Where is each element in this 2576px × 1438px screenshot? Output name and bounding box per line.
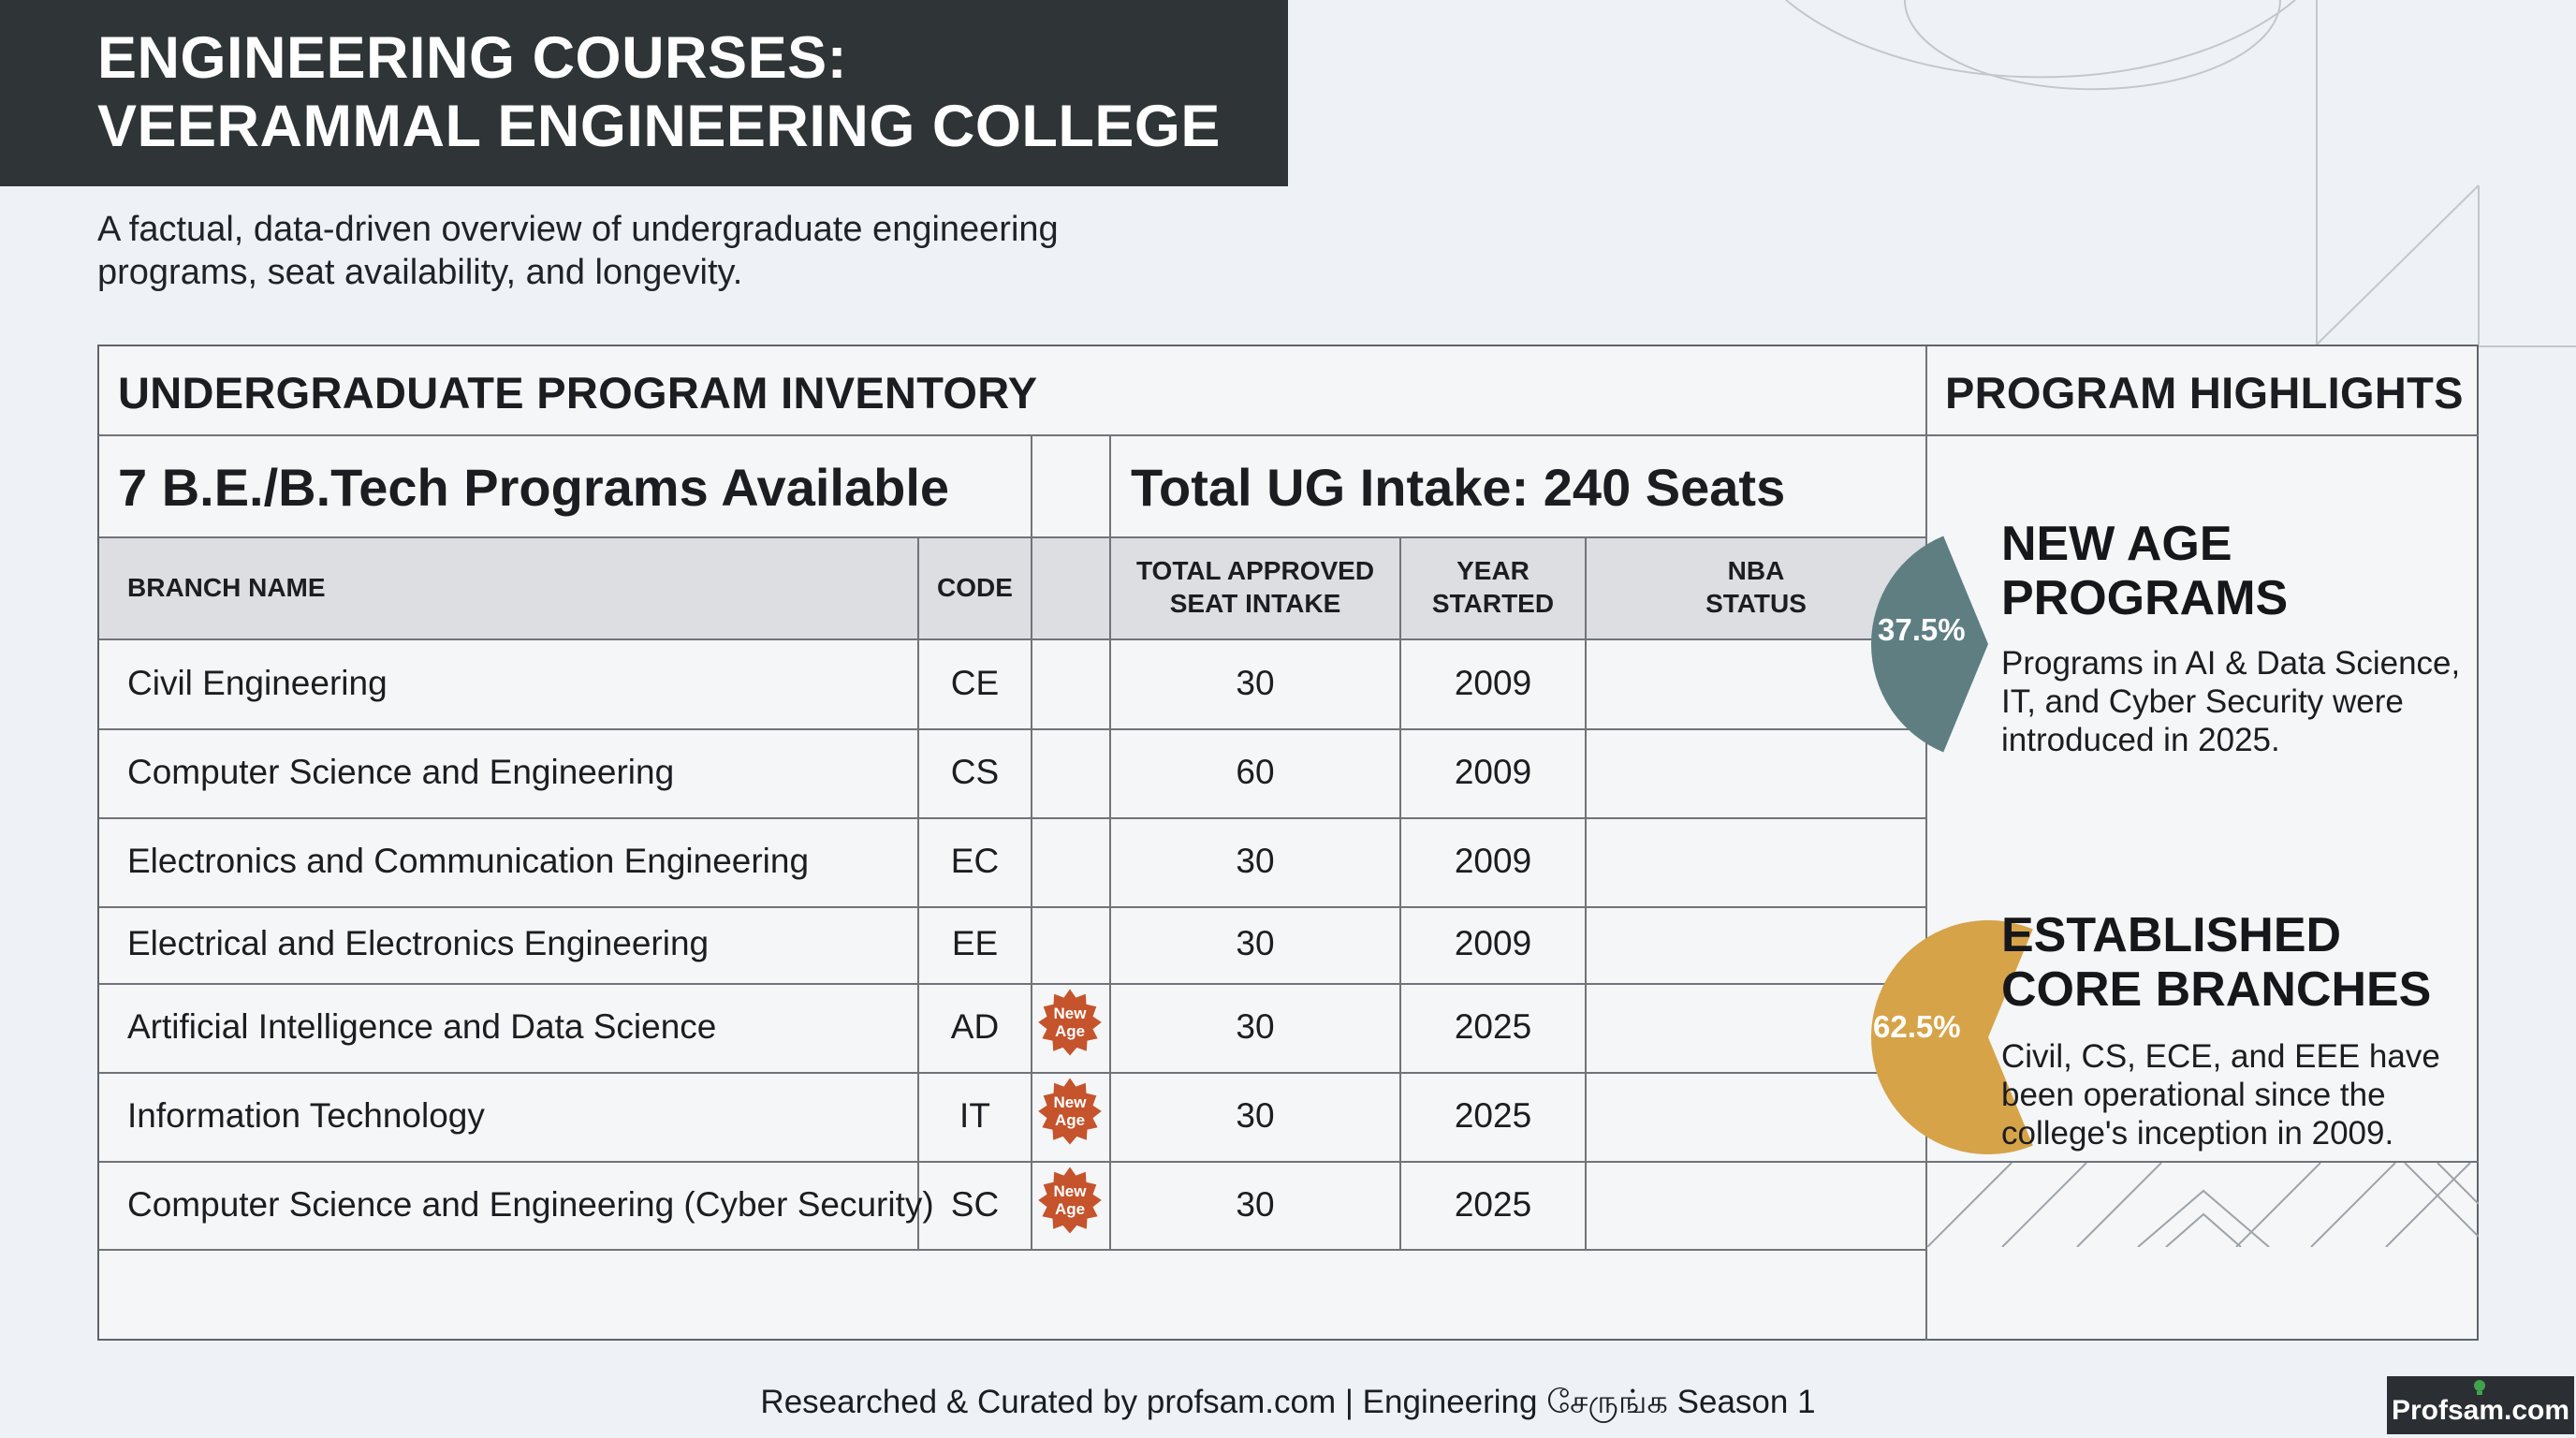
table-cell-intake: 60	[1236, 753, 1275, 791]
table-cell-branch: Computer Science and Engineering	[127, 753, 675, 791]
table-cell-year: 2025	[1454, 1096, 1532, 1135]
programs-available-stat: 7 B.E./B.Tech Programs Available	[118, 458, 950, 517]
table-cell-intake: 30	[1236, 1007, 1275, 1046]
table-cell-year: 2009	[1454, 924, 1532, 962]
starburst-icon	[1038, 1167, 1102, 1234]
footer-credit: Researched & Curated by profsam.com | En…	[760, 1384, 1816, 1420]
highlights-heading: PROGRAM HIGHLIGHTS	[1945, 368, 2464, 418]
table-cell-branch: Electrical and Electronics Engineering	[127, 924, 710, 962]
column-header-intake: TOTAL APPROVED SEAT INTAKE	[1135, 556, 1375, 618]
divider	[99, 983, 1926, 985]
column-header-year: YEAR STARTED	[1431, 556, 1555, 618]
new-age-description: Programs in AI & Data Science, IT, and C…	[2001, 645, 2461, 758]
table-cell-intake: 30	[1236, 842, 1275, 880]
divider	[1399, 536, 1401, 1249]
starburst-icon	[1038, 1078, 1102, 1145]
divider	[1031, 434, 1032, 1249]
starburst-icon	[1038, 989, 1102, 1056]
inventory-heading: UNDERGRADUATE PROGRAM INVENTORY	[118, 368, 1038, 418]
logo-text: Profsam.com	[2391, 1395, 2570, 1426]
title-banner: ENGINEERING COURSES: VEERAMMAL ENGINEERI…	[0, 0, 1288, 186]
bulb-icon	[2474, 1380, 2485, 1395]
table-cell-branch: Information Technology	[127, 1096, 485, 1135]
page-subtitle: A factual, data-driven overview of under…	[97, 208, 1202, 294]
divider	[99, 1249, 1926, 1251]
divider	[917, 536, 919, 1249]
table-cell-year: 2009	[1454, 842, 1532, 880]
divider	[1109, 434, 1111, 1249]
divider	[99, 817, 1926, 819]
badge-label: New Age	[1053, 1182, 1087, 1218]
divider	[1585, 536, 1587, 1249]
table-cell-intake: 30	[1236, 1096, 1275, 1135]
table-cell-year: 2009	[1454, 753, 1532, 791]
table-cell-code: CS	[950, 753, 1000, 791]
divider	[99, 434, 2479, 436]
table-cell-branch: Artificial Intelligence and Data Science	[127, 1007, 717, 1046]
established-description: Civil, CS, ECE, and EEE have been operat…	[2001, 1038, 2440, 1152]
table-header-band	[99, 537, 1926, 638]
new-age-share-arc	[1870, 536, 1988, 753]
table-cell-year: 2025	[1454, 1007, 1532, 1046]
badge-label: New Age	[1053, 1005, 1087, 1040]
total-intake-stat: Total UG Intake: 240 Seats	[1131, 458, 1786, 517]
table-cell-branch: Electronics and Communication Engineerin…	[127, 842, 810, 880]
table-cell-branch: Computer Science and Engineering (Cyber …	[127, 1185, 934, 1224]
divider	[99, 638, 1926, 640]
table-cell-intake: 30	[1236, 1185, 1275, 1224]
table-cell-code: CE	[950, 664, 1000, 702]
established-percent: 62.5%	[1873, 1009, 1961, 1044]
new-age-title: NEW AGE PROGRAMS	[2001, 517, 2289, 625]
subtitle-line-1: A factual, data-driven overview of under…	[97, 210, 1059, 249]
divider	[99, 1161, 2479, 1163]
divider	[99, 1072, 1926, 1074]
divider	[99, 906, 1926, 908]
column-header-branch: BRANCH NAME	[127, 573, 326, 602]
divider	[99, 536, 1926, 538]
established-share-arc	[1871, 920, 2033, 1154]
new-age-badge: New Age	[1032, 984, 1108, 1061]
page-title-line-2: VEERAMMAL ENGINEERING COLLEGE	[97, 94, 1221, 159]
table-cell-intake: 30	[1236, 924, 1275, 962]
new-age-badge: New Age	[1032, 1162, 1108, 1239]
table-cell-intake: 30	[1236, 664, 1275, 702]
table-cell-year: 2025	[1454, 1185, 1532, 1224]
divider	[99, 728, 1926, 730]
table-cell-code: EC	[950, 842, 1000, 880]
table-cell-code: EE	[951, 924, 999, 962]
program-panel: UNDERGRADUATE PROGRAM INVENTORY PROGRAM …	[97, 345, 2479, 1341]
column-header-code: CODE	[937, 573, 1013, 602]
divider	[1925, 346, 1927, 1341]
subtitle-line-2: programs, seat availability, and longevi…	[97, 253, 743, 292]
page-title-line-1: ENGINEERING COURSES:	[97, 25, 848, 91]
column-header-nba: NBA STATUS	[1705, 556, 1807, 618]
table-cell-code: IT	[959, 1096, 990, 1135]
badge-label: New Age	[1053, 1093, 1087, 1129]
profsam-logo: Profsam.com	[2387, 1376, 2574, 1434]
new-age-badge: New Age	[1032, 1073, 1108, 1150]
table-cell-year: 2009	[1454, 664, 1532, 702]
table-cell-code: SC	[950, 1185, 1000, 1224]
table-cell-branch: Civil Engineering	[127, 664, 388, 702]
table-cell-code: AD	[950, 1007, 1000, 1046]
hatch-pattern	[1927, 1163, 2479, 1247]
new-age-percent: 37.5%	[1878, 612, 1966, 647]
established-title: ESTABLISHED CORE BRANCHES	[2001, 908, 2432, 1017]
